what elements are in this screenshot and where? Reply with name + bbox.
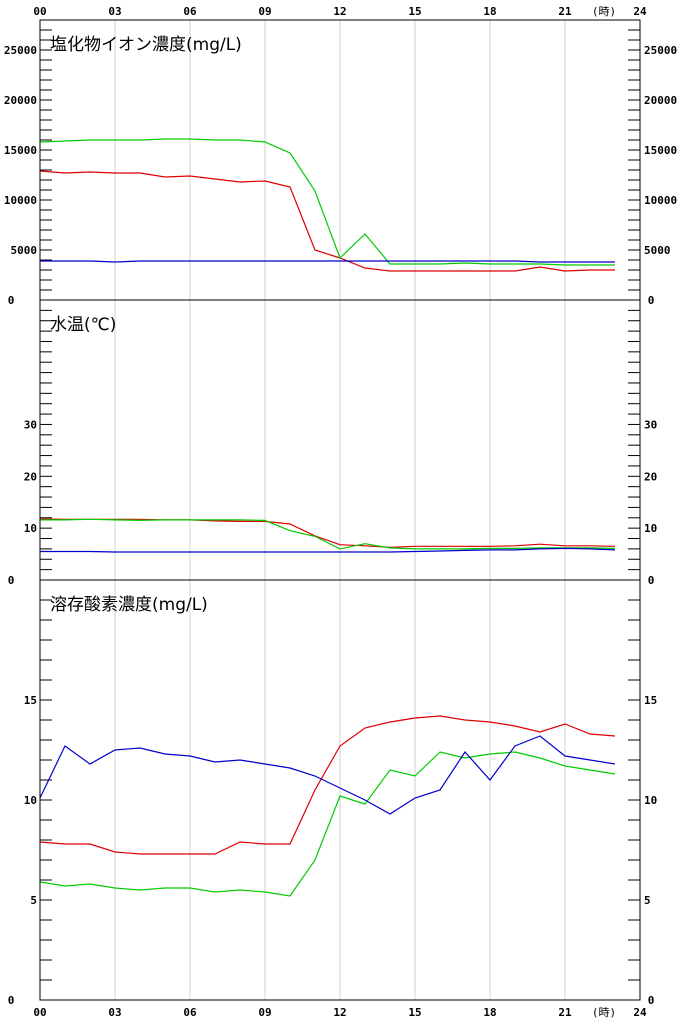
y-tick-label-left: 10 (24, 522, 37, 535)
y-tick-label-left: 30 (24, 418, 37, 431)
x-tick-label-bottom: 21 (558, 1006, 572, 1019)
x-tick-label-top: 15 (408, 5, 421, 18)
series-line (39, 138, 615, 266)
series-line (40, 518, 616, 550)
x-tick-label-bottom: 24 (633, 1006, 647, 1019)
y-tick-label-left: 20 (24, 470, 37, 483)
x-tick-label-bottom: 12 (333, 1006, 346, 1019)
panel-titles: 塩化物イオン濃度(mg/L) 水温(℃) 溶存酸素濃度(mg/L) (50, 35, 242, 615)
y-tick-label-right: 10 (644, 794, 657, 807)
y-tick-label-right: 5 (644, 894, 651, 907)
grid-lines (114, 20, 566, 1000)
y-tick-label-right: 10 (644, 522, 657, 535)
series-line (39, 751, 616, 897)
tick-marks (40, 29, 640, 981)
y-tick-label-right: 15000 (644, 144, 677, 157)
x-tick-label-top: 12 (333, 5, 346, 18)
x-tick-label-top: 06 (183, 5, 197, 18)
x-tick-label-top: 24 (633, 5, 647, 18)
x-tick-label-bottom: 09 (258, 1006, 271, 1019)
panel-title: 水温(℃) (50, 315, 116, 335)
y-tick-label-left: 10 (24, 794, 37, 807)
y-tick-label-left: 15 (24, 694, 37, 707)
y-tick-label-right: 30 (644, 418, 657, 431)
series-line (39, 715, 616, 855)
y-tick-label-right: 10000 (644, 194, 677, 207)
series-line (39, 518, 616, 548)
y-tick-label-right: 15 (644, 694, 657, 707)
y-tick-label-right: 0 (648, 574, 655, 587)
y-tick-label-left: 20000 (4, 94, 37, 107)
x-tick-label-top: 00 (33, 5, 46, 18)
series-line (39, 170, 615, 272)
plot-frame (39, 19, 641, 1001)
x-tick-label-top: 18 (483, 5, 496, 18)
y-tick-label-left: 0 (8, 994, 15, 1007)
panel-title: 塩化物イオン濃度(mg/L) (50, 35, 242, 55)
y-tick-label-left: 10000 (4, 194, 37, 207)
series-line (39, 735, 616, 815)
y-tick-label-right: 20000 (644, 94, 677, 107)
x-unit-label-bottom: (時) (592, 1006, 616, 1019)
panel-title: 溶存酸素濃度(mg/L) (50, 595, 208, 615)
series-line (40, 547, 616, 553)
y-tick-label-left: 15000 (4, 144, 37, 157)
x-unit-label-top: (時) (592, 5, 616, 18)
x-tick-label-bottom: 15 (408, 1006, 421, 1019)
series-line (40, 260, 615, 263)
y-tick-label-right: 20 (644, 470, 657, 483)
x-tick-label-top: 03 (108, 5, 121, 18)
panel-frame (39, 579, 641, 1001)
y-tick-label-right: 0 (648, 294, 655, 307)
x-tick-label-top: 09 (258, 5, 271, 18)
x-tick-label-bottom: 03 (108, 1006, 121, 1019)
series-lines (39, 138, 616, 897)
y-tick-label-left: 25000 (4, 44, 37, 57)
y-tick-label-left: 0 (8, 574, 15, 587)
y-tick-label-left: 0 (8, 294, 15, 307)
x-tick-label-bottom: 06 (183, 1006, 197, 1019)
y-tick-label-left: 5 (30, 894, 37, 907)
tick-labels: 000003030606090912121515181821212424(時)(… (4, 5, 677, 1019)
y-tick-label-right: 25000 (644, 44, 677, 57)
x-tick-label-bottom: 00 (33, 1006, 46, 1019)
x-tick-label-bottom: 18 (483, 1006, 496, 1019)
x-tick-label-top: 21 (558, 5, 572, 18)
y-tick-label-right: 0 (648, 994, 655, 1007)
y-tick-label-right: 5000 (644, 244, 671, 257)
y-tick-label-left: 5000 (11, 244, 38, 257)
